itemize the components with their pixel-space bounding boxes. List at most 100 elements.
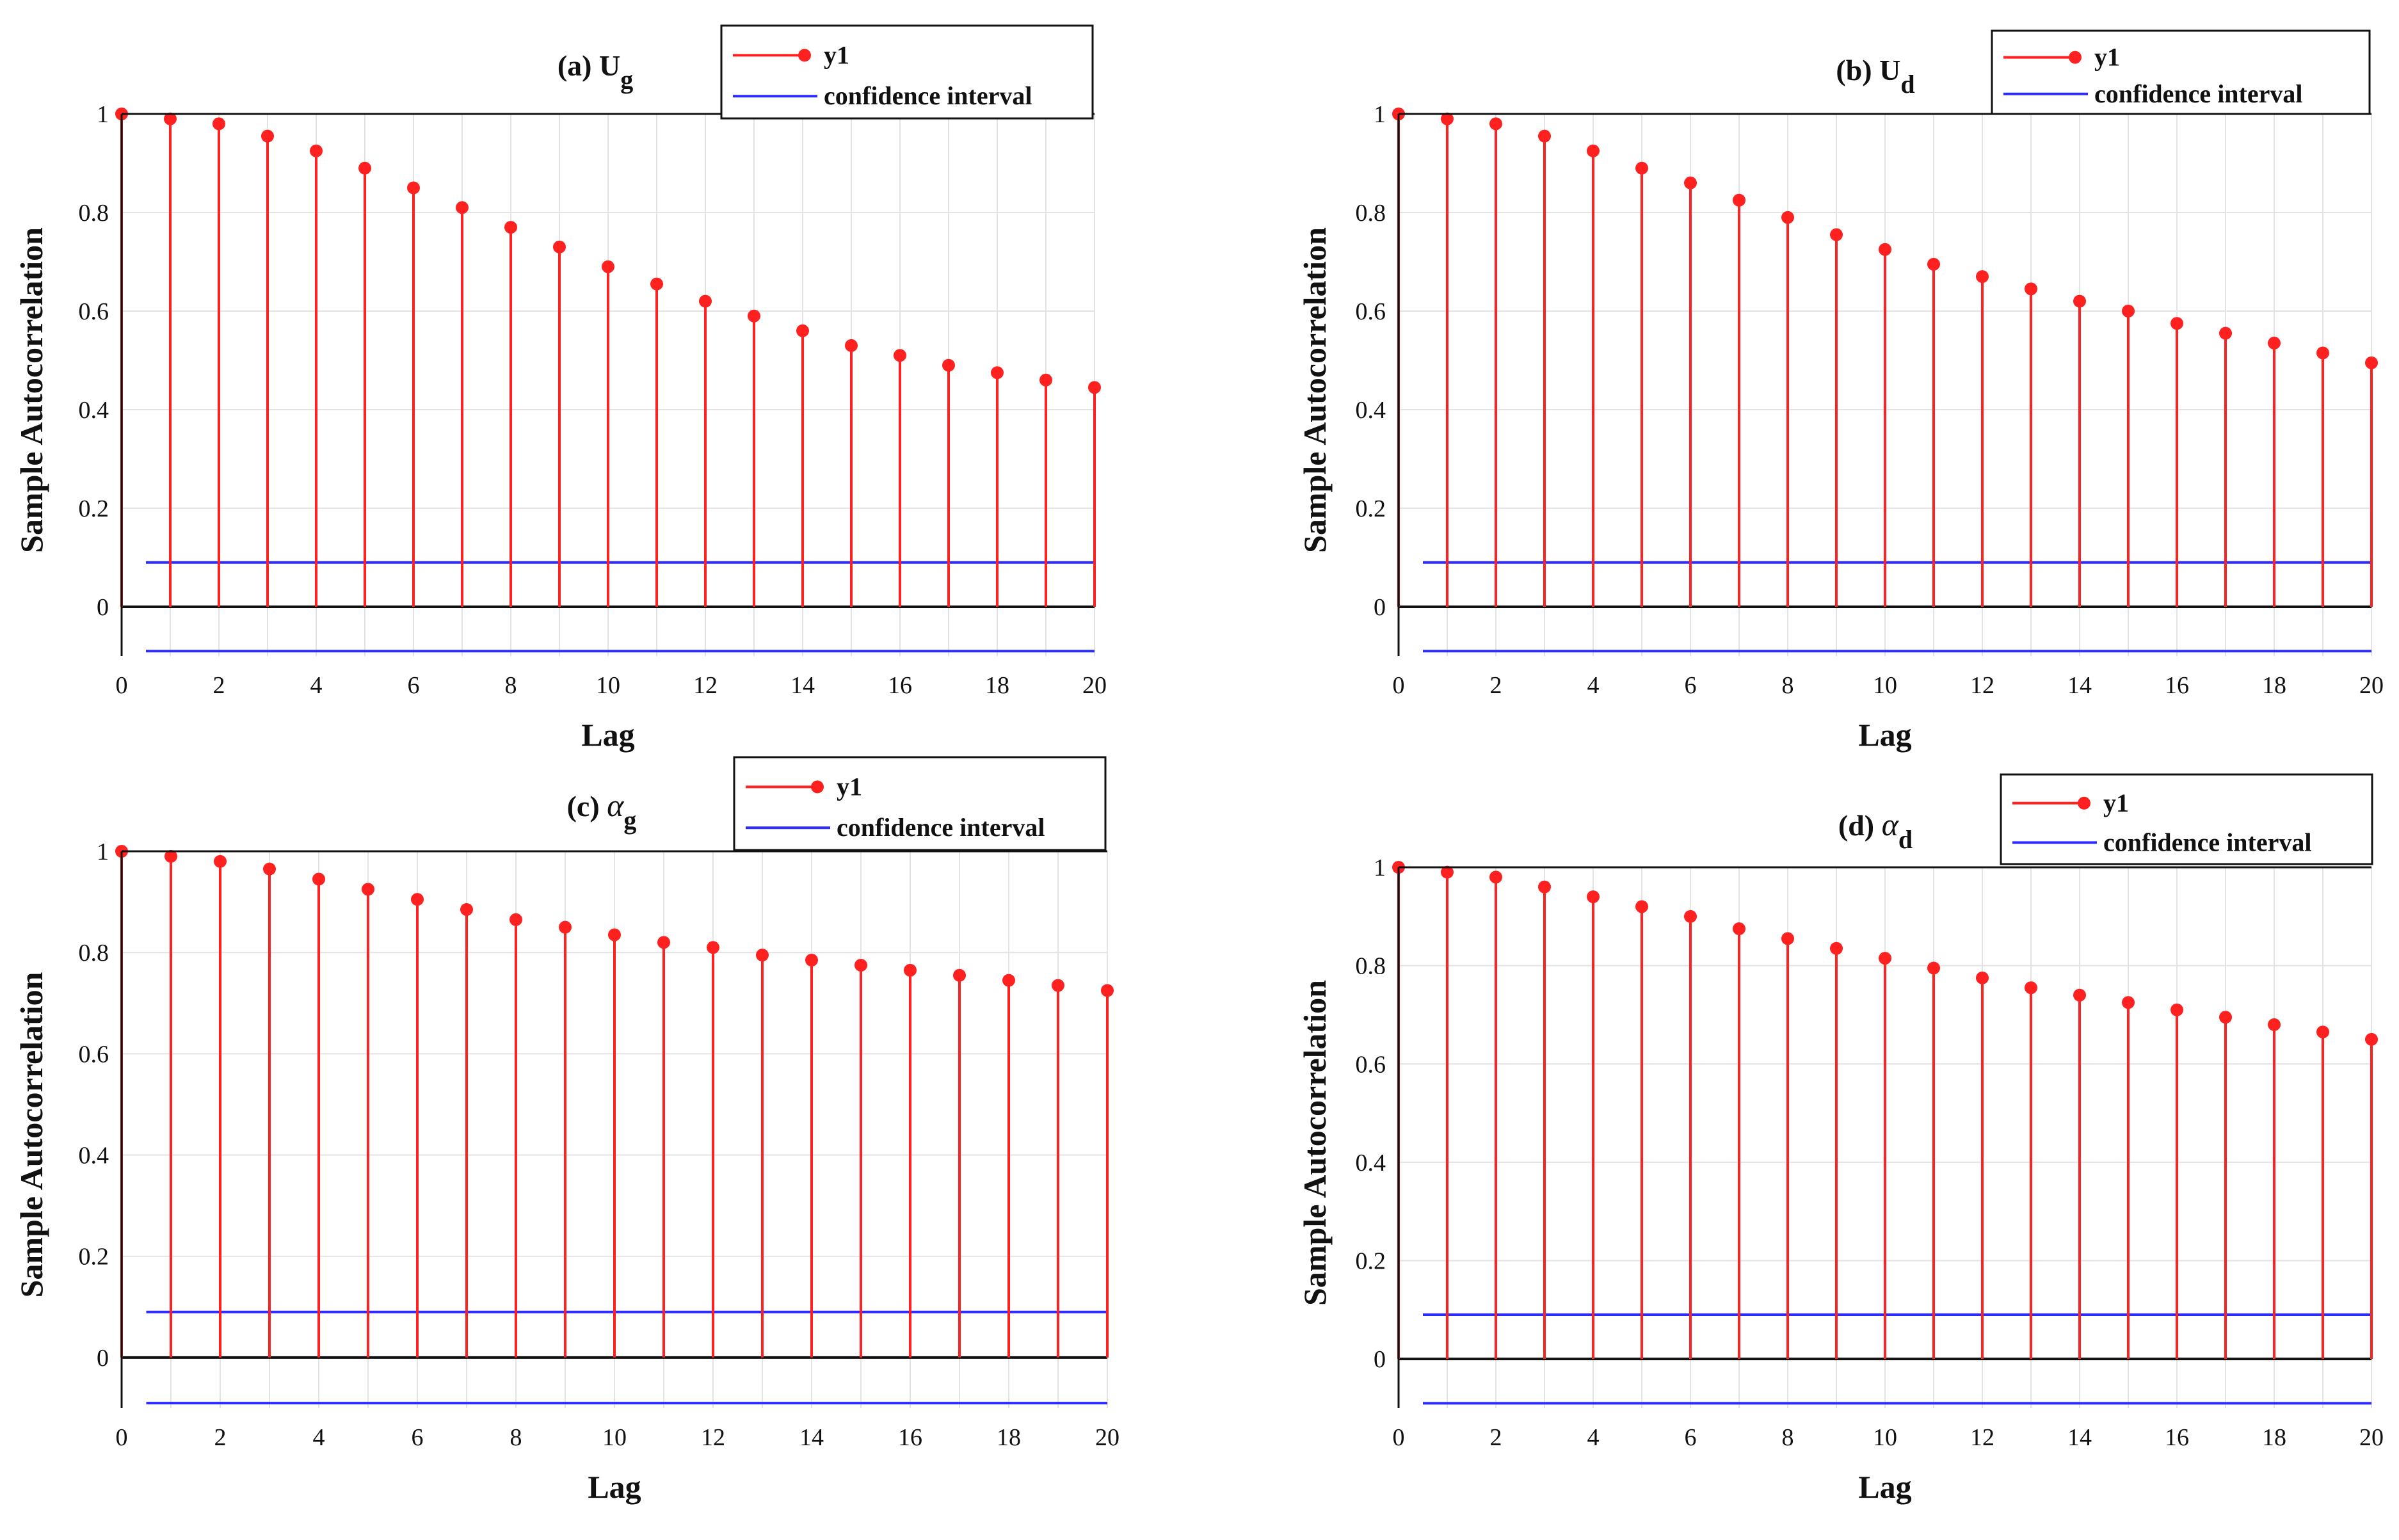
- title-prefix: (b): [1836, 54, 1879, 86]
- y-tick-label: 0.2: [79, 1244, 109, 1271]
- x-tick-label: 8: [505, 672, 517, 699]
- y-tick-label: 0.6: [79, 1041, 109, 1068]
- stem-marker: [796, 324, 809, 337]
- y-tick-label: 0.6: [1356, 298, 1386, 325]
- stem-marker: [2268, 337, 2281, 350]
- stem-marker: [553, 240, 566, 253]
- stem-marker: [261, 129, 274, 143]
- title-symbol: U: [599, 49, 620, 82]
- stem-marker: [2268, 1018, 2281, 1031]
- x-tick-label: 2: [213, 672, 225, 699]
- stem-marker: [1635, 900, 1648, 913]
- y-axis-label: Sample Autocorrelation: [13, 972, 49, 1297]
- stem-marker: [509, 913, 522, 926]
- stem-marker: [1879, 952, 1891, 965]
- stem-marker: [1002, 974, 1015, 987]
- stem-marker: [1927, 961, 1940, 975]
- stem-marker: [213, 117, 225, 131]
- x-tick-label: 16: [888, 672, 912, 699]
- stem-marker: [358, 161, 371, 175]
- stem-marker: [214, 854, 227, 868]
- legend-series-label: y1: [2103, 789, 2129, 817]
- stem-marker: [1684, 176, 1697, 189]
- stem-marker: [2025, 981, 2037, 995]
- x-tick-label: 2: [214, 1424, 227, 1451]
- stem-marker: [942, 358, 955, 372]
- y-tick-label: 0.6: [79, 298, 109, 325]
- title-prefix: (a): [558, 49, 599, 82]
- stem-marker: [1733, 193, 1745, 207]
- y-tick-label: 0: [97, 594, 109, 621]
- y-tick-label: 0.2: [1356, 1248, 1386, 1275]
- y-axis-label: Sample Autocorrelation: [1297, 227, 1333, 553]
- title-symbol: U: [1879, 54, 1900, 86]
- y-tick-label: 0.8: [1356, 953, 1386, 980]
- x-tick-label: 6: [408, 672, 420, 699]
- y-tick-label: 0.8: [79, 940, 109, 967]
- stem-marker: [2025, 282, 2037, 296]
- y-tick-label: 0.4: [1356, 397, 1386, 424]
- stem-marker: [1039, 373, 1052, 387]
- legend-series-marker: [811, 780, 824, 794]
- stem-marker: [1830, 942, 1843, 955]
- x-tick-label: 18: [2262, 672, 2286, 699]
- stem-marker: [1052, 979, 1064, 992]
- stem-marker: [1635, 161, 1648, 175]
- x-axis-label: Lag: [1858, 1469, 1911, 1505]
- x-tick-label: 0: [1393, 1424, 1405, 1451]
- x-tick-label: 0: [116, 672, 128, 699]
- title-subscript: g: [623, 806, 636, 835]
- x-tick-label: 16: [2165, 672, 2189, 699]
- stem-marker: [699, 294, 712, 308]
- y-tick-label: 0.4: [1356, 1150, 1386, 1176]
- x-axis-label: Lag: [581, 717, 634, 753]
- x-tick-label: 8: [1782, 672, 1794, 699]
- legend-series-label: y1: [824, 40, 849, 69]
- x-tick-label: 16: [898, 1424, 922, 1451]
- x-tick-label: 12: [1970, 1424, 1994, 1451]
- stem-marker: [456, 201, 469, 214]
- legend-confidence-label: confidence interval: [2094, 79, 2303, 108]
- legend-confidence-label: confidence interval: [824, 81, 1032, 110]
- stem-marker: [164, 112, 177, 125]
- stem-marker: [1489, 117, 1502, 131]
- stem-marker: [164, 849, 177, 863]
- stem-marker: [2316, 1025, 2329, 1039]
- x-tick-label: 4: [1587, 672, 1600, 699]
- x-tick-label: 20: [2359, 1424, 2384, 1451]
- stem-marker: [953, 968, 966, 982]
- stem-marker: [2122, 996, 2135, 1009]
- stem-marker: [362, 883, 374, 896]
- x-tick-label: 18: [997, 1424, 1021, 1451]
- legend-series-marker: [2069, 51, 2082, 64]
- stem-marker: [1538, 129, 1551, 143]
- y-tick-label: 0.6: [1356, 1051, 1386, 1078]
- x-tick-label: 0: [116, 1424, 128, 1451]
- stem-marker: [1733, 922, 1745, 936]
- x-tick-label: 18: [985, 672, 1009, 699]
- x-tick-label: 12: [693, 672, 718, 699]
- title-subscript: d: [1900, 70, 1914, 99]
- y-tick-label: 1: [1374, 854, 1386, 881]
- x-tick-label: 10: [602, 1424, 627, 1451]
- y-tick-label: 0: [1374, 594, 1386, 621]
- stem-marker: [2073, 294, 2086, 308]
- stem-marker: [1441, 112, 1454, 125]
- title-subscript: g: [620, 65, 633, 94]
- legend-series-marker: [798, 49, 811, 62]
- legend: y1 confidence interval: [1991, 29, 2371, 115]
- stem-marker: [608, 928, 621, 942]
- y-tick-label: 0.8: [79, 200, 109, 227]
- stem-marker: [756, 949, 769, 962]
- x-tick-label: 18: [2262, 1424, 2286, 1451]
- stem-marker: [2122, 305, 2135, 317]
- stem-marker: [894, 349, 906, 362]
- x-tick-label: 14: [790, 672, 815, 699]
- y-tick-label: 0.2: [79, 495, 109, 522]
- stem-marker: [854, 958, 867, 972]
- stem-marker: [1684, 910, 1697, 923]
- y-tick-label: 0.4: [79, 1143, 109, 1169]
- stem-marker: [602, 260, 614, 273]
